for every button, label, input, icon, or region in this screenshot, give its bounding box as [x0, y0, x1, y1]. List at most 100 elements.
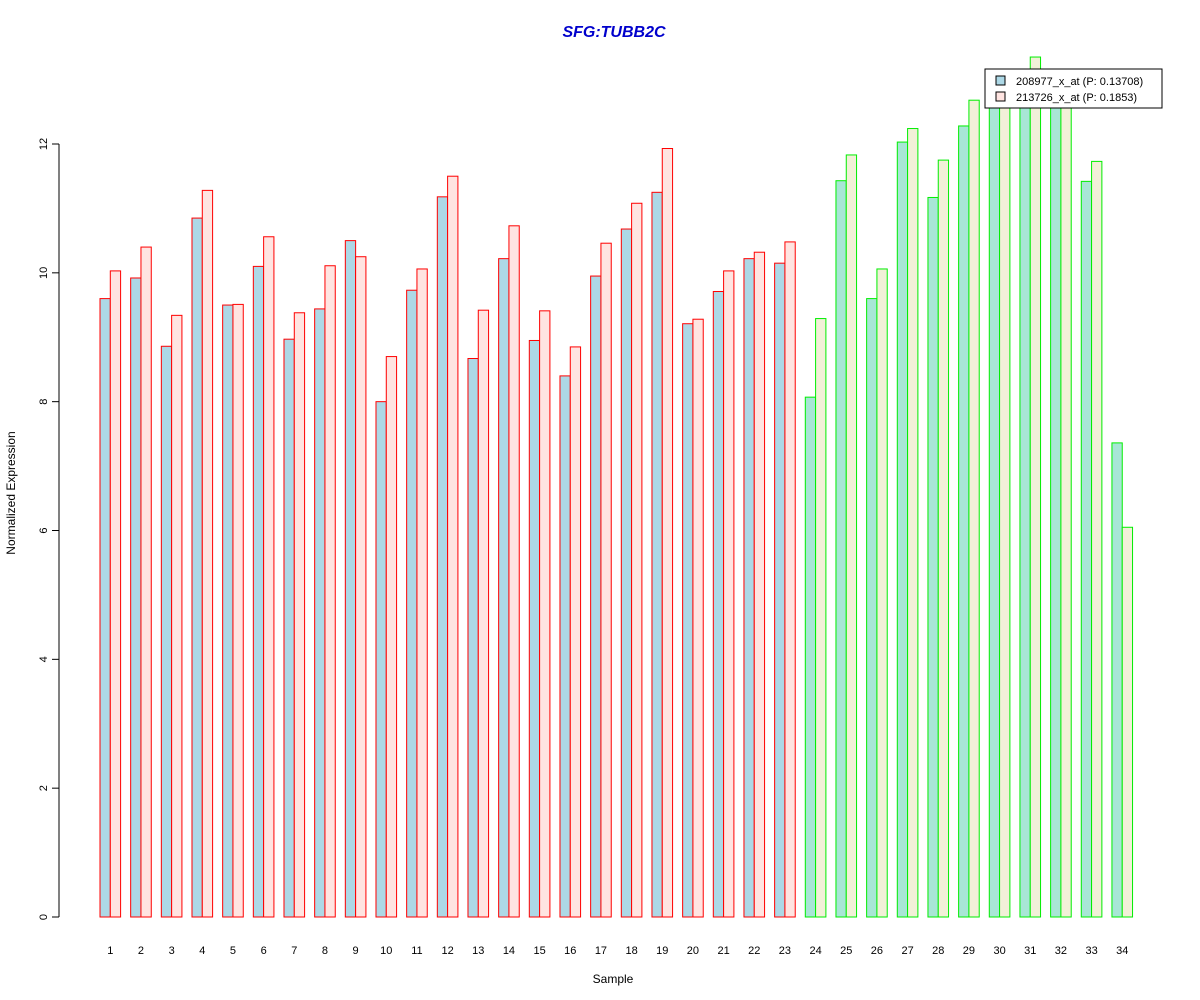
x-tick-label: 25	[840, 945, 852, 957]
y-tick-label: 4	[38, 656, 50, 662]
bar-sample-8-series-1	[314, 308, 326, 918]
bar-sample-15-series-2	[539, 310, 551, 918]
bar-sample-23-series-1	[774, 262, 786, 918]
bar-sample-5-series-2	[232, 303, 244, 918]
bar-sample-33-series-1	[1080, 180, 1093, 918]
bar-series	[99, 56, 1134, 918]
y-tick-label: 2	[38, 785, 50, 791]
x-tick-label: 4	[199, 945, 205, 957]
bar-sample-21-series-2	[723, 270, 735, 918]
bar-sample-19-series-1	[651, 191, 663, 918]
x-tick-label: 32	[1055, 945, 1067, 957]
bar-sample-25-series-1	[835, 180, 847, 918]
x-tick-label: 17	[595, 945, 607, 957]
x-tick-label: 3	[169, 945, 175, 957]
x-tick-label: 13	[472, 945, 484, 957]
x-tick-label: 14	[503, 945, 515, 957]
legend-label-208977: 208977_x_at (P: 0.13708)	[1016, 76, 1143, 88]
bar-sample-13-series-1	[467, 358, 479, 918]
bar-sample-31-series-2	[1029, 56, 1042, 918]
y-tick-label: 6	[38, 527, 50, 533]
bar-sample-7-series-1	[283, 338, 295, 918]
x-tick-label: 1	[107, 945, 113, 957]
bar-sample-12-series-2	[447, 175, 459, 918]
bar-sample-23-series-2	[784, 241, 796, 918]
x-tick-label: 9	[353, 945, 359, 957]
bar-sample-24-series-2	[815, 318, 827, 918]
x-tick-label: 8	[322, 945, 328, 957]
bar-sample-16-series-1	[559, 375, 571, 918]
x-axis-label: Sample	[593, 972, 634, 986]
bar-sample-29-series-2	[968, 99, 980, 918]
bar-sample-16-series-2	[569, 346, 582, 918]
bar-sample-6-series-2	[263, 236, 275, 918]
x-tick-label: 21	[717, 945, 729, 957]
bar-sample-14-series-2	[508, 225, 520, 918]
bar-sample-34-series-2	[1121, 526, 1134, 918]
bar-sample-20-series-2	[692, 318, 704, 918]
bar-sample-8-series-2	[324, 265, 336, 918]
x-tick-label: 11	[411, 945, 422, 957]
x-tick-label: 10	[380, 945, 392, 957]
bar-sample-3-series-1	[160, 345, 173, 918]
bar-sample-10-series-1	[375, 401, 387, 918]
x-tick-label: 7	[291, 945, 297, 957]
bar-sample-30-series-2	[999, 75, 1011, 918]
bar-sample-6-series-1	[252, 265, 265, 918]
y-axis: 0 2 4 6 8 10 12	[38, 138, 60, 920]
bar-sample-31-series-1	[1019, 75, 1031, 918]
x-tick-label: 20	[687, 945, 699, 957]
x-axis-tick-labels: 1 2 3 4 5 6 7 8 9 10 11 12 13 14 15 16 17 18 19 20 21 22 23 24 2…	[107, 945, 1128, 957]
x-tick-label: 24	[809, 945, 821, 957]
bar-sample-18-series-2	[631, 202, 643, 918]
legend-swatch-213726	[995, 91, 1006, 102]
bar-sample-5-series-1	[222, 304, 234, 918]
bar-sample-2-series-2	[140, 246, 152, 918]
bar-sample-17-series-2	[600, 242, 612, 918]
bar-sample-34-series-1	[1111, 442, 1123, 918]
bar-sample-22-series-1	[743, 258, 755, 918]
x-tick-label: 23	[779, 945, 791, 957]
legend: 208977_x_at (P: 0.13708) 213726_x_at (P:…	[984, 68, 1163, 109]
x-tick-label: 34	[1116, 945, 1128, 957]
bar-sample-17-series-1	[590, 275, 602, 918]
bar-sample-9-series-2	[355, 256, 367, 918]
bar-sample-12-series-1	[436, 196, 449, 918]
y-tick-label: 0	[38, 914, 50, 920]
bar-sample-25-series-2	[845, 154, 858, 918]
bar-sample-11-series-1	[406, 289, 418, 918]
x-tick-label: 2	[138, 945, 144, 957]
x-tick-label: 18	[625, 945, 637, 957]
bar-sample-11-series-2	[416, 268, 428, 918]
bar-sample-27-series-1	[896, 141, 909, 918]
bar-sample-24-series-1	[804, 396, 817, 918]
bar-sample-13-series-2	[477, 309, 490, 918]
bar-sample-14-series-1	[498, 258, 510, 918]
bar-sample-26-series-1	[866, 298, 878, 918]
y-tick-label: 12	[38, 138, 50, 150]
bar-sample-20-series-1	[682, 323, 694, 918]
bar-sample-32-series-1	[1050, 104, 1062, 918]
bar-sample-3-series-2	[171, 314, 183, 918]
bar-sample-33-series-2	[1091, 160, 1103, 918]
bar-sample-1-series-1	[99, 298, 111, 918]
x-tick-label: 5	[230, 945, 236, 957]
legend-swatch-208977	[995, 75, 1006, 86]
x-tick-label: 29	[963, 945, 975, 957]
x-tick-label: 15	[533, 945, 545, 957]
bar-sample-7-series-2	[293, 312, 306, 918]
x-tick-label: 22	[748, 945, 760, 957]
x-tick-label: 33	[1085, 945, 1097, 957]
x-tick-label: 12	[441, 945, 453, 957]
bar-sample-21-series-1	[712, 291, 725, 918]
legend-label-213726: 213726_x_at (P: 0.1853)	[1016, 92, 1137, 104]
x-tick-label: 6	[261, 945, 267, 957]
bar-sample-2-series-1	[130, 277, 142, 918]
bar-sample-4-series-1	[191, 217, 203, 918]
bar-sample-30-series-1	[988, 82, 1001, 918]
y-axis-label: Normalized Expression	[4, 431, 18, 554]
x-tick-label: 30	[993, 945, 1005, 957]
y-tick-label: 8	[38, 399, 50, 405]
bar-sample-10-series-2	[385, 356, 398, 918]
